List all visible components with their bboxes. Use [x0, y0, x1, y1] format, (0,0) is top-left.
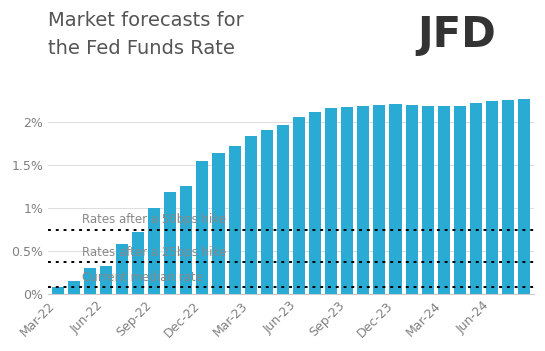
Bar	[454, 106, 466, 294]
Bar	[100, 266, 112, 294]
Bar	[438, 106, 450, 294]
Bar	[405, 105, 417, 294]
Bar	[84, 269, 96, 294]
Text: Rates after a 25bps hike: Rates after a 25bps hike	[82, 246, 226, 259]
Bar	[373, 105, 385, 294]
Bar	[261, 130, 273, 294]
Text: JFD: JFD	[417, 14, 496, 56]
Bar	[213, 153, 225, 294]
Text: Current median rate: Current median rate	[82, 271, 203, 284]
Bar	[470, 104, 482, 294]
Bar	[68, 280, 80, 294]
Bar	[341, 107, 353, 294]
Bar	[180, 186, 192, 294]
Bar	[196, 161, 209, 294]
Bar	[228, 146, 241, 294]
Bar	[245, 136, 257, 294]
Bar	[390, 104, 402, 294]
Bar	[164, 192, 176, 294]
Bar	[325, 108, 337, 294]
Bar	[309, 112, 321, 294]
Bar	[277, 125, 289, 294]
Bar	[52, 287, 64, 294]
Bar	[293, 117, 305, 294]
Bar	[132, 232, 144, 294]
Bar	[486, 101, 498, 294]
Bar	[518, 99, 530, 294]
Bar	[116, 244, 128, 294]
Text: Market forecasts for
the Fed Funds Rate: Market forecasts for the Fed Funds Rate	[48, 11, 244, 58]
Bar	[502, 100, 514, 294]
Bar	[358, 106, 370, 294]
Bar	[422, 106, 434, 294]
Text: Rates after a 50bps hike: Rates after a 50bps hike	[82, 213, 226, 226]
Bar	[148, 208, 160, 294]
